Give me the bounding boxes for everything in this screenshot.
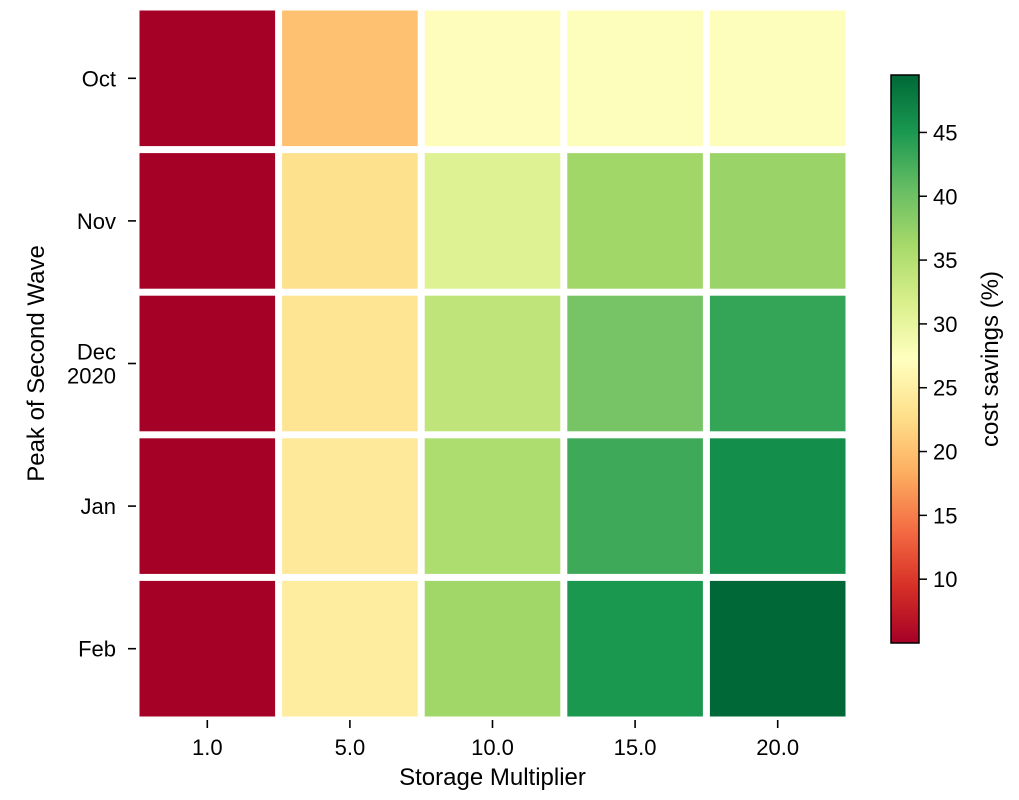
heatmap-cell (567, 10, 703, 147)
heatmap-cell (139, 153, 276, 289)
heatmap-cell (282, 10, 418, 147)
heatmap-cell (139, 580, 276, 717)
heatmap-cell (709, 153, 846, 289)
heatmap-cell (424, 438, 561, 574)
heatmap-cell (567, 580, 703, 717)
y-tick-label: Jan (81, 494, 116, 519)
heatmap-cell (139, 10, 276, 147)
colorbar-ticks: 10 15 20 25 30 35 40 45 (919, 120, 957, 592)
colorbar-tick-label: 35 (933, 248, 957, 273)
y-axis-label: Peak of Second Wave (23, 245, 50, 482)
heatmap-cell (567, 438, 703, 574)
heatmap-cell (424, 10, 561, 147)
heatmap-cell (139, 295, 276, 432)
heatmap-cell (424, 295, 561, 432)
colorbar-tick-label: 25 (933, 376, 957, 401)
y-tick-label: Dec 2020 (67, 340, 116, 389)
heatmap-cell (282, 580, 418, 717)
y-axis: Oct Nov Dec 2020 Jan Feb (67, 66, 136, 662)
colorbar: 10 15 20 25 30 35 40 45 cost savings (%) (890, 74, 1004, 644)
heatmap-cell (282, 438, 418, 574)
x-tick-label: 1.0 (192, 735, 223, 760)
colorbar-tick-label: 30 (933, 312, 957, 337)
colorbar-tick-label: 10 (933, 567, 957, 592)
colorbar-tick-label: 40 (933, 184, 957, 209)
x-tick-label: 10.0 (471, 735, 514, 760)
heatmap-cell (282, 295, 418, 432)
heatmap-cell (567, 295, 703, 432)
y-tick-label: Oct (82, 66, 116, 91)
colorbar-label: cost savings (%) (977, 271, 1004, 447)
x-tick-label: 20.0 (756, 735, 799, 760)
heatmap-cells (139, 10, 846, 717)
colorbar-gradient (890, 74, 920, 644)
heatmap-cell (282, 153, 418, 289)
heatmap-cell (567, 153, 703, 289)
heatmap-cell (424, 153, 561, 289)
heatmap-cell (709, 295, 846, 432)
x-tick-label: 15.0 (614, 735, 657, 760)
x-axis-label: Storage Multiplier (399, 764, 586, 791)
colorbar-tick-label: 20 (933, 440, 957, 465)
y-tick-label: Feb (78, 637, 116, 662)
colorbar-tick-label: 45 (933, 120, 957, 145)
heatmap-cell (709, 438, 846, 574)
y-tick-label: Nov (77, 209, 116, 234)
heatmap-cell (709, 10, 846, 147)
heatmap-cell (139, 438, 276, 574)
x-axis: 1.0 5.0 10.0 15.0 20.0 (192, 720, 799, 760)
x-tick-label: 5.0 (335, 735, 366, 760)
heatmap-cell (424, 580, 561, 717)
colorbar-tick-label: 15 (933, 503, 957, 528)
heatmap-cell (709, 580, 846, 717)
